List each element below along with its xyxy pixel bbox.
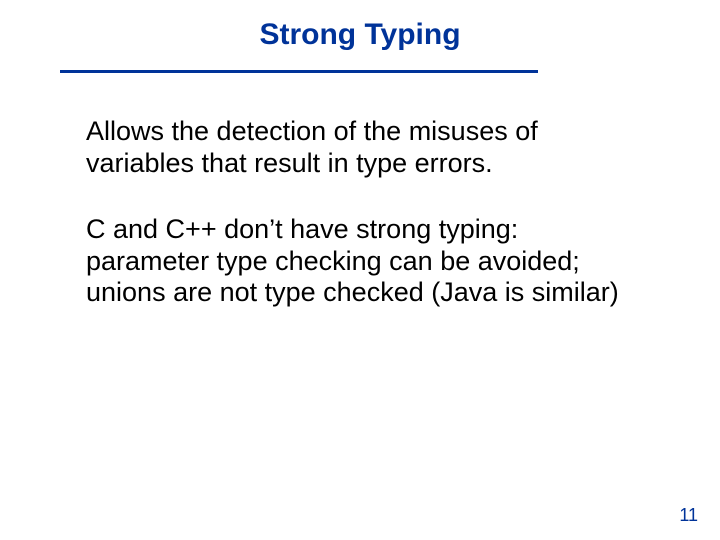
slide: Strong Typing Allows the detection of th… (0, 0, 720, 540)
body-text: Allows the detection of the misuses of v… (86, 116, 634, 343)
slide-title: Strong Typing (0, 18, 720, 52)
paragraph: Allows the detection of the misuses of v… (86, 116, 634, 180)
title-underline (60, 70, 538, 73)
paragraph: C and C++ don’t have strong typing: para… (86, 214, 634, 310)
page-number: 11 (679, 505, 698, 526)
